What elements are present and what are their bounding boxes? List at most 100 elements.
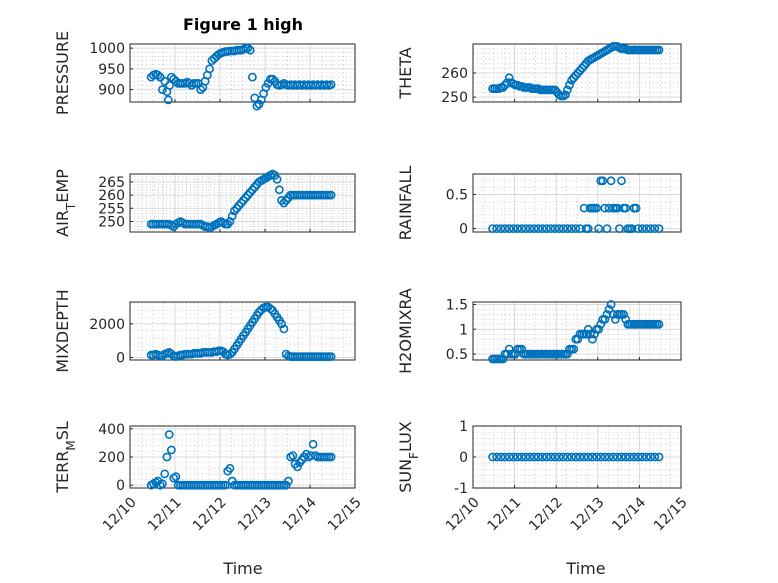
data-point: [621, 452, 631, 462]
data-point: [525, 224, 535, 233]
panel-pressure-left-1: 900 950 1000 PRESSURE: [53, 31, 356, 115]
data-point: [326, 452, 336, 462]
x-axis-label-right: Time: [565, 559, 605, 578]
y-axis-label: RAINFALL: [396, 166, 415, 241]
data-point: [604, 452, 614, 462]
data-point: [637, 224, 647, 233]
data-point: [629, 452, 639, 462]
data-point: [579, 452, 589, 462]
y-tick-label: 1.5: [446, 297, 468, 313]
data-point: [538, 452, 547, 462]
x-tick-label: 12/14: [609, 494, 649, 534]
data-point: [554, 452, 564, 462]
data-point: [642, 224, 651, 233]
data-point: [573, 334, 583, 344]
data-point: [654, 319, 664, 329]
data-point: [550, 224, 560, 233]
data-point: [166, 445, 176, 455]
data-point: [613, 203, 622, 213]
data-point: [561, 90, 570, 100]
data-point: [504, 344, 514, 354]
x-tick-label: 12/15: [325, 494, 365, 534]
axes-border: [129, 301, 356, 361]
data-point: [500, 452, 510, 462]
data-point: [581, 329, 591, 339]
panel-rainfall-right-2: 0 0.5 RAINFALL: [396, 166, 682, 241]
data-point: [492, 452, 502, 462]
y-axis-label: SUNFLUX: [396, 421, 421, 493]
data-point: [509, 452, 518, 462]
data-point: [488, 452, 497, 462]
y-tick-label: 250: [441, 90, 468, 106]
y-tick-label: 0.5: [446, 187, 468, 203]
data-point: [308, 439, 318, 449]
data-point: [513, 452, 522, 462]
data-point: [654, 452, 664, 462]
data-point: [592, 452, 601, 462]
data-point: [165, 81, 174, 90]
data-point: [604, 304, 614, 314]
data-point: [288, 451, 298, 460]
y-tick-label: 0: [116, 478, 125, 494]
y-tick-label: 400: [98, 422, 125, 438]
data-point: [592, 203, 601, 213]
data-point: [583, 452, 593, 462]
series-markers: [488, 452, 664, 462]
data-point: [594, 224, 603, 233]
x-tick-label: 12/15: [651, 494, 691, 534]
x-tick-label: 12/11: [485, 494, 525, 534]
y-tick-label: 1: [459, 322, 468, 338]
y-axis-label: THETA: [396, 47, 415, 99]
y-tick-label: 1000: [89, 41, 125, 57]
axes-border: [129, 173, 356, 233]
data-point: [220, 480, 230, 490]
data-point: [546, 452, 556, 462]
data-point: [272, 174, 282, 184]
y-tick-label: 0: [459, 450, 468, 466]
data-point: [247, 72, 257, 82]
data-point: [571, 224, 581, 233]
data-point: [509, 224, 518, 233]
data-point: [642, 452, 651, 462]
panel-mixdepth-left-3: 0 2000 MIXDEPTH: [53, 289, 356, 373]
data-point: [617, 176, 626, 186]
data-point: [654, 224, 664, 233]
data-point: [621, 203, 631, 213]
data-point: [163, 95, 173, 105]
data-point: [157, 479, 167, 489]
panel-sun-right-4: -1 0 1 12/10 12/11 12/12 12/13 12/14 12/15 SUNFLU…: [396, 419, 691, 534]
data-point: [575, 452, 585, 462]
data-point: [604, 203, 614, 213]
data-point: [500, 224, 510, 233]
y-tick-label: 0: [459, 222, 468, 238]
data-point: [268, 74, 277, 84]
series-markers: [146, 430, 336, 490]
data-point: [575, 224, 585, 233]
y-axis-label: MIXDEPTH: [53, 289, 72, 372]
data-point: [538, 224, 547, 233]
data-point: [613, 452, 622, 462]
y-tick-label: 255: [98, 201, 125, 217]
data-point: [171, 472, 181, 482]
data-point: [533, 452, 543, 462]
data-point: [326, 190, 336, 200]
data-point: [606, 300, 616, 309]
y-tick-label: 250: [98, 214, 125, 230]
y-tick-label: 900: [98, 83, 125, 99]
x-tick-label: 12/12: [190, 494, 230, 534]
data-point: [650, 452, 660, 462]
data-point: [245, 45, 255, 55]
y-tick-label: 950: [98, 62, 125, 78]
data-point: [274, 185, 284, 195]
x-tick-label: 12/13: [235, 494, 275, 534]
data-point: [567, 224, 576, 233]
data-point: [513, 224, 522, 233]
x-axis-label-left: Time: [222, 559, 262, 578]
data-point: [525, 452, 535, 462]
x-tick-label: 12/11: [145, 494, 185, 534]
data-point: [496, 224, 506, 233]
data-point: [600, 203, 610, 213]
data-point: [511, 349, 520, 359]
data-point: [594, 324, 603, 334]
